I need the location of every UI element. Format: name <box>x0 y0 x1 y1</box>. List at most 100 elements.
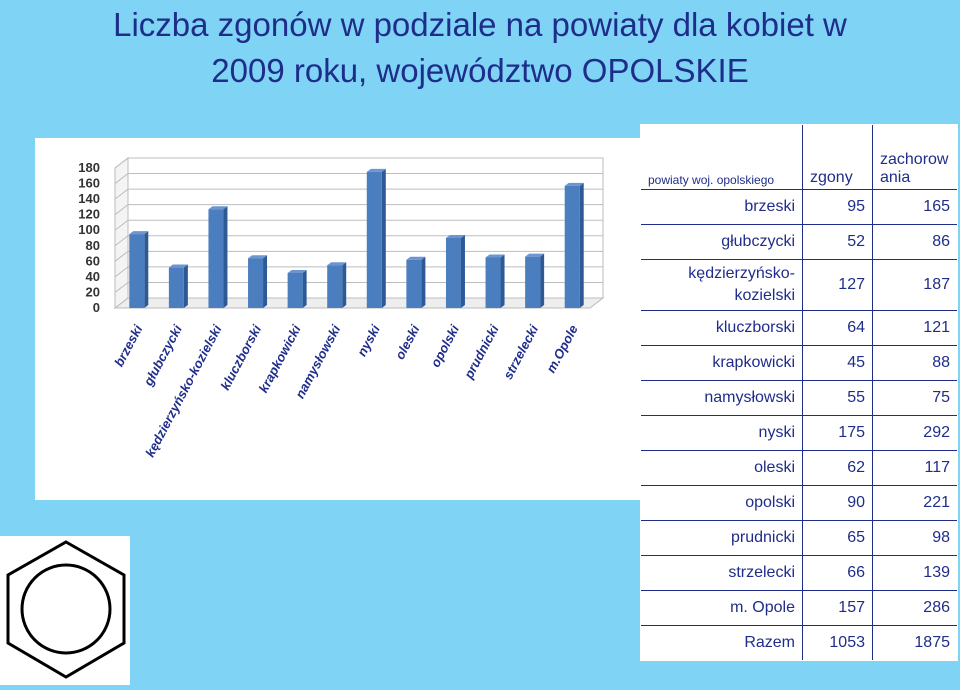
bar-side <box>183 264 188 308</box>
table-header-row: powiaty woj. opolskiego zgony zachorow a… <box>641 125 957 190</box>
cell-powiat-line: kędzierzyńsko- <box>688 265 795 282</box>
cell-powiat: kluczborski <box>641 310 803 346</box>
bar-top <box>248 255 268 259</box>
table-row: m. Opole 157 286 <box>641 590 957 626</box>
bar-top <box>406 256 426 260</box>
table-row: kędzierzyńsko-kozielski 127 187 <box>641 259 957 311</box>
table-row: kluczborski 64 121 <box>641 310 957 346</box>
x-tick-label: oleski <box>392 322 423 362</box>
x-tick-label: opolski <box>427 322 462 370</box>
bar <box>485 257 501 308</box>
bar-side <box>579 182 584 308</box>
bar <box>129 234 145 308</box>
bar-side <box>460 235 465 308</box>
table-row: namysłowski 55 75 <box>641 380 957 416</box>
bar-side <box>342 262 347 308</box>
header-zachorowania-line-1: zachorow <box>880 151 949 168</box>
x-tick-label: strzelecki <box>500 322 541 382</box>
header-zgony: zgony <box>802 125 873 190</box>
cell-zgony: 90 <box>802 485 873 521</box>
y-tick-label: 0 <box>93 300 100 315</box>
cell-zachorowania: 117 <box>872 450 957 486</box>
cell-powiat-line: kozielski <box>734 287 795 304</box>
x-tick-label: kędzierzyńsko-kozielski <box>142 322 225 460</box>
cell-powiat: głubczycki <box>641 224 803 260</box>
bar <box>208 209 224 308</box>
cell-zgony: 127 <box>802 259 873 311</box>
bar <box>445 238 461 308</box>
bar-top <box>366 168 386 172</box>
bar-side <box>144 231 149 308</box>
bar-side <box>302 270 307 308</box>
bar-side <box>500 254 505 308</box>
cell-powiat: kędzierzyńsko-kozielski <box>641 259 803 311</box>
cell-zgony: 55 <box>802 380 873 416</box>
table-row: opolski 90 221 <box>641 485 957 521</box>
table-row: oleski 62 117 <box>641 450 957 486</box>
x-tick-label: prudnicki <box>461 322 502 382</box>
cell-powiat: m. Opole <box>641 590 803 626</box>
bar <box>168 267 184 308</box>
bar-top <box>168 264 188 268</box>
gridline <box>114 297 603 309</box>
cell-zachorowania: 75 <box>872 380 957 416</box>
gridline <box>114 250 603 262</box>
table-row: krapkowicki 45 88 <box>641 345 957 381</box>
cell-powiat: oleski <box>641 450 803 486</box>
bar <box>525 256 541 308</box>
x-tick-label: nyski <box>354 322 383 359</box>
table-row: głubczycki 52 86 <box>641 224 957 260</box>
table-row: strzelecki 66 139 <box>641 555 957 591</box>
x-tick-label: brzeski <box>111 322 145 369</box>
header-zachorowania: zachorow ania <box>873 125 958 190</box>
gridline <box>114 188 603 200</box>
x-tick-label: kluczborski <box>217 322 264 393</box>
gridline <box>114 204 603 216</box>
cell-zgony: 65 <box>802 520 873 556</box>
title-line-2: 2009 roku, województwo OPOLSKIE <box>211 52 749 89</box>
cell-zgony: 157 <box>802 590 873 626</box>
gridline <box>114 157 603 169</box>
cell-powiat: strzelecki <box>641 555 803 591</box>
y-tick-label: 160 <box>78 176 100 191</box>
cell-zachorowania: 165 <box>872 189 957 225</box>
bar-top <box>525 253 545 257</box>
bar <box>327 265 343 308</box>
y-tick-label: 100 <box>78 222 100 237</box>
cell-powiat: nyski <box>641 415 803 451</box>
cell-zachorowania: 1875 <box>872 625 957 660</box>
bar-top <box>327 262 347 266</box>
title-line-1: Liczba zgonów w podziale na powiaty dla … <box>113 6 847 43</box>
y-tick-label: 80 <box>86 238 100 253</box>
bar-top <box>287 270 307 273</box>
y-tick-label: 60 <box>86 253 100 268</box>
cell-powiat: prudnicki <box>641 520 803 556</box>
table-row: nyski 175 292 <box>641 415 957 451</box>
bar-side <box>421 256 426 308</box>
bar-side <box>381 168 386 308</box>
gridline <box>114 173 603 184</box>
gridline <box>114 235 603 247</box>
cell-zachorowania: 121 <box>872 310 957 346</box>
cell-zgony: 1053 <box>802 625 873 660</box>
cell-zachorowania: 139 <box>872 555 957 591</box>
header-powiaty: powiaty woj. opolskiego <box>641 125 803 190</box>
header-zachorowania-line-2: ania <box>880 169 911 186</box>
y-tick-label: 40 <box>86 269 100 284</box>
bar-side <box>540 253 545 308</box>
cell-zachorowania: 187 <box>872 259 957 311</box>
cell-zgony: 52 <box>802 224 873 260</box>
cell-powiat: krapkowicki <box>641 345 803 381</box>
cell-powiat: brzeski <box>641 189 803 225</box>
bar-top <box>445 235 465 238</box>
cell-powiat: opolski <box>641 485 803 521</box>
cell-zgony: 95 <box>802 189 873 225</box>
x-tick-label: m.Opole <box>543 322 581 375</box>
cell-zachorowania: 86 <box>872 224 957 260</box>
bar-top <box>208 206 228 210</box>
bar-side <box>223 206 228 308</box>
bar <box>406 259 422 308</box>
cell-zachorowania: 286 <box>872 590 957 626</box>
gridline <box>114 281 603 293</box>
